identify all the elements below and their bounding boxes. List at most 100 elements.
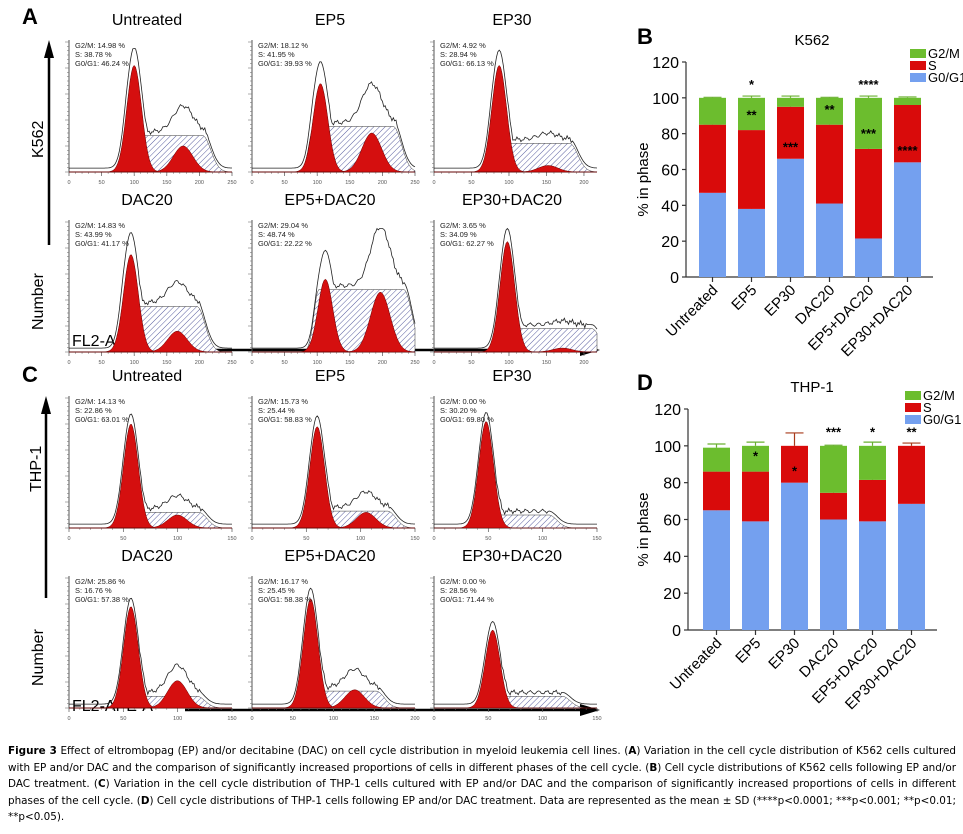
x-tick-label: 100 bbox=[173, 716, 182, 722]
bar-g2m-ep5 bbox=[742, 445, 769, 472]
x-tick-label: 200 bbox=[195, 180, 204, 186]
stat-g2m: G2/M: 0.00 % bbox=[440, 397, 486, 406]
y-tick-label: 120 bbox=[652, 55, 679, 72]
x-tick-label: 50 bbox=[303, 536, 309, 542]
measured-histogram-line bbox=[69, 413, 232, 525]
stat-g2m: G2/M: 15.73 % bbox=[258, 397, 308, 406]
stat-g0g1: G0/G1: 66.13 % bbox=[440, 59, 494, 68]
histogram-title: DAC20 bbox=[121, 192, 173, 209]
x-tick-label: 50 bbox=[468, 360, 474, 366]
stat-g2m: G2/M: 16.17 % bbox=[258, 577, 308, 586]
bar-s-dac20 bbox=[816, 124, 843, 204]
histogram-plot: 0 50 100 150 200 G2/M: 4.92 %S: 28.94 %G0/G1:… bbox=[430, 40, 598, 186]
histogram-title: EP5 bbox=[314, 12, 346, 29]
stat-g2m: G2/M: 14.98 % bbox=[75, 41, 125, 50]
y-tick-label: 20 bbox=[661, 234, 679, 251]
histogram-plot: 0 50 100 150 G2/M: 0.00 %S: 28.56 %G0/G1: 71… bbox=[430, 576, 602, 722]
bar-g0g1-ep30-dac20 bbox=[898, 503, 925, 630]
x-tick-label: 250 bbox=[227, 360, 236, 366]
g0g1-peak bbox=[434, 629, 597, 709]
panel-a-letter: A bbox=[22, 4, 38, 29]
g2m-peak bbox=[434, 347, 597, 353]
measured-histogram-line bbox=[69, 597, 232, 705]
bar-s-ep5 bbox=[742, 471, 769, 522]
x-tick-label: 100 bbox=[538, 536, 547, 542]
x-arrow-head-icon bbox=[580, 704, 600, 716]
x-tick-label: 150 bbox=[410, 536, 419, 542]
y-tick-label: 80 bbox=[663, 476, 681, 493]
caption-ref-b: B bbox=[649, 761, 658, 774]
caption-intro: Effect of eltrombopag (EP) and/or decita… bbox=[56, 745, 629, 757]
histogram-title: EP30 bbox=[492, 368, 532, 385]
significance-marker: *** bbox=[861, 126, 877, 141]
y-tick-label: 60 bbox=[663, 513, 681, 530]
x-tick-label: EP5 bbox=[728, 282, 760, 314]
stat-g0g1: G0/G1: 62.27 % bbox=[440, 239, 494, 248]
stat-g2m: G2/M: 18.12 % bbox=[258, 41, 308, 50]
x-tick-label: 150 bbox=[542, 360, 551, 366]
legend-label: S bbox=[923, 400, 932, 415]
bar-s-ep30 bbox=[781, 445, 808, 483]
x-tick-label: 50 bbox=[120, 536, 126, 542]
x-tick-label: 100 bbox=[329, 716, 338, 722]
g2m-peak bbox=[69, 514, 232, 529]
chart-title: THP-1 bbox=[790, 379, 833, 396]
x-tick-label: 100 bbox=[130, 360, 139, 366]
panel-b-letter: B bbox=[637, 24, 653, 49]
s-phase-area bbox=[252, 690, 415, 709]
x-tick-label: 200 bbox=[579, 360, 588, 366]
y-tick-label: 0 bbox=[670, 270, 679, 287]
x-tick-label: Untreated bbox=[667, 635, 726, 694]
x-tick-label: 200 bbox=[579, 180, 588, 186]
histogram-plot: 0 50 100 150 200 G2/M: 3.65 %S: 34.09 %G0/G1:… bbox=[430, 220, 598, 366]
stat-g0g1: G0/G1: 63.01 % bbox=[75, 415, 129, 424]
x-tick-label: 0 bbox=[67, 360, 70, 366]
x-tick-label: Untreated bbox=[663, 282, 722, 341]
bar-g0g1-ep5 bbox=[738, 208, 765, 277]
bar-g0g1-ep5-dac20 bbox=[859, 521, 886, 630]
stat-g0g1: G0/G1: 58.83 % bbox=[258, 415, 312, 424]
stat-s: S: 25.44 % bbox=[258, 406, 295, 415]
bar-g2m-dac20 bbox=[816, 97, 843, 125]
y-arrow-head-icon bbox=[41, 396, 51, 414]
histogram-plot: 0 50 100 150 200 250 G2/M: 14.98 %S: 38.78 %G0… bbox=[65, 40, 237, 186]
bar-s-ep30-dac20 bbox=[894, 105, 921, 163]
bar-s-ep5-dac20 bbox=[855, 148, 882, 239]
stat-g0g1: G0/G1: 41.17 % bbox=[75, 239, 129, 248]
stat-s: S: 30.20 % bbox=[440, 406, 477, 415]
x-tick-label: 200 bbox=[410, 716, 419, 722]
stat-g2m: G2/M: 14.13 % bbox=[75, 397, 125, 406]
bar-s-ep30 bbox=[777, 106, 804, 159]
legend-label: S bbox=[928, 58, 937, 73]
significance-marker: * bbox=[792, 463, 798, 478]
significance-marker: *** bbox=[826, 425, 842, 440]
bar-g0g1-ep5 bbox=[742, 521, 769, 630]
legend-label: G0/G1 bbox=[923, 412, 961, 427]
bar-g2m-ep5-dac20 bbox=[859, 445, 886, 480]
bar-s-dac20 bbox=[820, 492, 847, 520]
x-tick-label: 50 bbox=[282, 360, 288, 366]
y-axis-label: % in phase bbox=[635, 142, 652, 216]
x-tick-label: 200 bbox=[378, 360, 387, 366]
g2m-peak bbox=[434, 165, 597, 173]
x-tick-label: 150 bbox=[227, 716, 236, 722]
y-arrow-head-icon bbox=[44, 40, 54, 58]
measured-histogram-line bbox=[434, 49, 598, 169]
y-tick-label: 40 bbox=[663, 549, 681, 566]
legend-swatch-s bbox=[905, 403, 921, 412]
bar-g0g1-ep5-dac20 bbox=[855, 238, 882, 277]
bar-g0g1-dac20 bbox=[816, 203, 843, 277]
stat-s: S: 25.45 % bbox=[258, 586, 295, 595]
x-tick-label: 0 bbox=[432, 180, 435, 186]
x-tick-label: 50 bbox=[485, 716, 491, 722]
x-tick-label: 0 bbox=[432, 716, 435, 722]
measured-histogram-line bbox=[434, 620, 597, 705]
x-tick-label: 100 bbox=[173, 536, 182, 542]
g2m-peak bbox=[69, 145, 232, 173]
bar-s-ep30-dac20 bbox=[898, 445, 925, 504]
significance-marker: **** bbox=[897, 143, 918, 158]
measured-histogram-line bbox=[69, 48, 232, 169]
caption-b-text: ) Cell cycle distributions of K562 cells… bbox=[8, 761, 956, 791]
y-tick-label: 20 bbox=[663, 586, 681, 603]
y-tick-label: 40 bbox=[661, 198, 679, 215]
